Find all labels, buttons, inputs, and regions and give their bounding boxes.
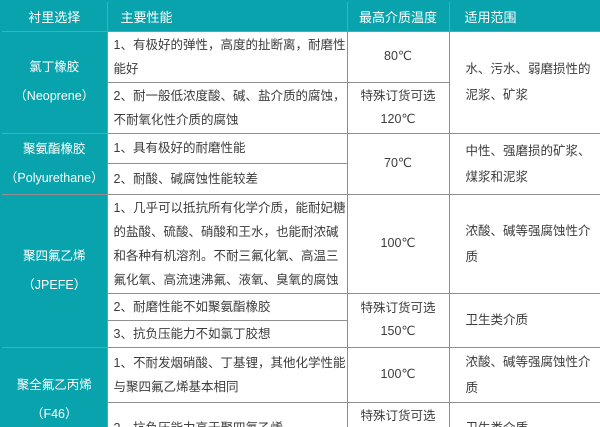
table-row: 2、抗负压能力高于聚四氟乙烯 特殊订货可选 150℃ 卫生类介质 <box>1 401 600 427</box>
material-name-en: （F46） <box>30 407 78 422</box>
col-header-range: 适用范围 <box>448 0 600 32</box>
table-header-row: 衬里选择 主要性能 最高介质温度 适用范围 <box>0 0 600 32</box>
table-row: 3、抗负压能力不如氯丁胶想 <box>1 319 600 348</box>
col-header-performance: 主要性能 <box>106 0 348 32</box>
material-cell-polyurethane: 聚氨酯橡胶 （Polyurethane） <box>0 132 108 195</box>
performance-cell: 1、具有极好的耐磨性能 <box>106 132 348 164</box>
performance-cell: 3、抗负压能力不如氯丁胶想 <box>106 319 348 348</box>
temp-cell: 100℃ <box>346 193 450 294</box>
material-name: 聚全氟乙丙烯 <box>16 378 92 393</box>
temp-note: 特殊订货可选 <box>360 301 436 315</box>
material-name: 氯丁橡胶 <box>29 60 80 74</box>
temp-note: 特殊订货可选 <box>360 408 436 423</box>
performance-cell: 1、几乎可以抵抗所有化学介质，能耐妃糖的盐酸、硫酸、硝酸和王水，也能耐浓碱和各种… <box>106 193 348 294</box>
material-cell-neoprene: 氯丁橡胶 （Neoprene） <box>0 30 108 134</box>
material-name: 聚氨酯橡胶 <box>22 141 86 156</box>
table-row: 2、耐磨性能不如聚氨酯橡胶 特殊订货可选 150℃ 卫生类介质 <box>1 292 600 348</box>
performance-cell: 2、耐磨性能不如聚氨酯橡胶 <box>106 292 348 321</box>
temp-cell: 特殊订货可选 150℃ <box>346 401 450 427</box>
range-cell: 中性、强磨损的矿浆、煤浆和泥浆 <box>448 132 600 195</box>
performance-cell: 2、耐一般低浓度酸、碱、盐介质的腐蚀，不耐氧化性介质的腐蚀 <box>106 81 348 134</box>
range-cell: 浓酸、碱等强腐蚀性介质 <box>448 193 600 294</box>
table-row: 氯丁橡胶 （Neoprene） 1、有极好的弹性，高度的扯断离，耐磨性能好 80… <box>0 30 600 134</box>
range-cell: 卫生类介质 <box>448 292 600 348</box>
col-header-max-temp: 最高介质温度 <box>346 0 450 32</box>
material-name-en: （JPEFE） <box>22 277 87 292</box>
temp-value: 120℃ <box>380 111 416 126</box>
temp-cell: 80℃ <box>346 30 450 83</box>
performance-cell: 2、耐酸、碱腐蚀性能较差 <box>106 163 348 195</box>
table-row: 聚四氟乙烯 （JPEFE） 1、几乎可以抵抗所有化学介质，能耐妃糖的盐酸、硫酸、… <box>0 193 600 348</box>
material-name: 聚四氟乙烯 <box>22 248 86 263</box>
temp-value: 150℃ <box>380 324 416 338</box>
table-row: 2、耐酸、碱腐蚀性能较差 <box>1 163 600 195</box>
material-cell-f46: 聚全氟乙丙烯 （F46） <box>0 346 108 427</box>
material-cell-ptfe: 聚四氟乙烯 （JPEFE） <box>0 193 108 348</box>
range-cell: 水、污水、弱磨损性的泥浆、矿浆 <box>448 30 600 134</box>
performance-cell: 2、抗负压能力高于聚四氟乙烯 <box>106 401 348 427</box>
temp-cell: 特殊订货可选 150℃ <box>346 292 450 348</box>
table-row: 聚全氟乙丙烯 （F46） 1、不耐发烟硝酸、丁基锂，其他化学性能与聚四氟乙烯基本… <box>0 346 600 427</box>
temp-cell: 100℃ <box>346 346 450 403</box>
material-name-en: （Polyurethane） <box>4 170 104 185</box>
performance-cell: 1、有极好的弹性，高度的扯断离，耐磨性能好 <box>106 30 348 83</box>
temp-cell: 70℃ <box>346 132 450 195</box>
table-row: 聚氨酯橡胶 （Polyurethane） 1、具有极好的耐磨性能 70℃ 中性、… <box>0 132 600 195</box>
col-header-lining: 衬里选择 <box>0 0 108 32</box>
range-cell: 浓酸、碱等强腐蚀性介质 <box>448 346 600 403</box>
temp-cell: 特殊订货可选 120℃ <box>346 81 450 134</box>
temp-note: 特殊订货可选 <box>360 88 436 103</box>
range-cell: 卫生类介质 <box>448 401 600 427</box>
performance-cell: 1、不耐发烟硝酸、丁基锂，其他化学性能与聚四氟乙烯基本相同 <box>106 346 348 403</box>
material-name-en: （Neoprene） <box>14 89 95 103</box>
table-row: 2、耐一般低浓度酸、碱、盐介质的腐蚀，不耐氧化性介质的腐蚀 特殊订货可选 120… <box>1 81 600 134</box>
